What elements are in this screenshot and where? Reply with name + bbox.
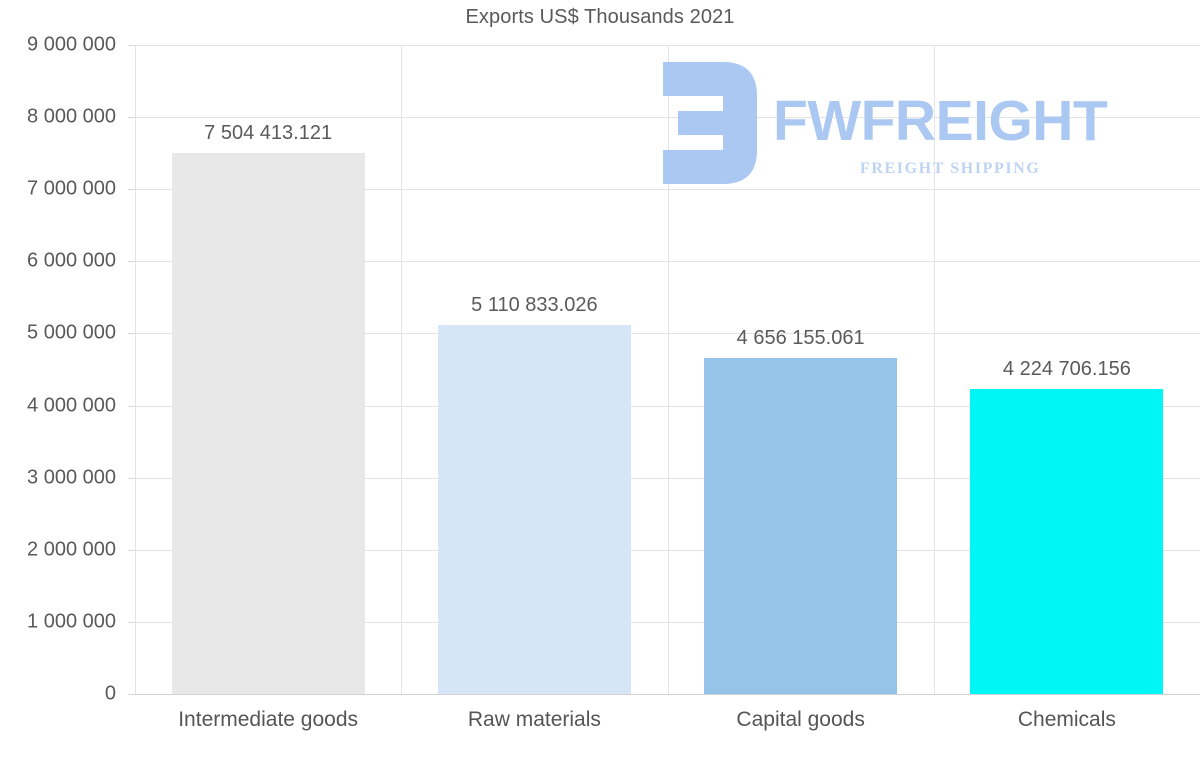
y-axis-tick-label: 7 000 000: [27, 177, 116, 200]
gridline-horizontal: [135, 405, 1200, 407]
y-axis-tick-mark: [128, 477, 135, 479]
gridline-horizontal: [135, 477, 1200, 479]
y-axis-tick-mark: [128, 694, 135, 695]
y-axis-tick-mark: [128, 261, 135, 263]
bar[interactable]: [171, 152, 365, 694]
y-axis-tick-label: 2 000 000: [27, 538, 116, 561]
x-axis-tick-label: Chemicals: [1017, 708, 1116, 731]
y-axis-tick-label: 0: [104, 682, 116, 705]
y-axis-tick-mark: [128, 333, 135, 335]
x-axis-tick-label: Capital goods: [736, 708, 865, 731]
y-axis-tick-label: 8 000 000: [27, 105, 116, 128]
y-axis-tick-label: 5 000 000: [27, 321, 116, 344]
gridline-vertical: [135, 45, 136, 694]
gridline-vertical: [401, 45, 402, 694]
y-axis-tick-label: 4 000 000: [27, 394, 116, 417]
bar-value-label: 5 110 833.026: [471, 294, 598, 317]
bar-value-label: 4 224 706.156: [1002, 358, 1131, 381]
gridline-horizontal: [135, 549, 1200, 551]
gridline-vertical: [934, 45, 935, 694]
y-axis-tick-mark: [128, 405, 135, 407]
chart-title: Exports US$ Thousands 2021: [465, 6, 735, 28]
x-axis-tick-label: Raw materials: [467, 708, 601, 731]
gridline-horizontal: [135, 189, 1200, 191]
bar[interactable]: [437, 325, 631, 694]
gridline-horizontal: [135, 45, 1200, 46]
y-axis-tick-label: 6 000 000: [27, 249, 116, 272]
bar[interactable]: [704, 358, 898, 694]
y-axis-tick-mark: [128, 117, 135, 119]
bar-group[interactable]: 7 504 413.121: [171, 45, 365, 694]
plot-area: [135, 45, 1200, 695]
y-axis-tick-label: 9 000 000: [27, 33, 116, 56]
bar[interactable]: [970, 389, 1164, 694]
x-axis: Intermediate goods Raw materials Capital g…: [135, 700, 1200, 750]
bar-series: 7 504 413.121 5 110 833.026 4 656 155.061 4…: [135, 45, 1200, 694]
gridline-horizontal: [135, 621, 1200, 623]
bar-group[interactable]: 4 224 706.156: [970, 45, 1164, 694]
gridline-horizontal: [135, 694, 1200, 695]
y-axis-tick-mark: [128, 621, 135, 623]
y-axis-tick-mark: [128, 189, 135, 191]
y-axis: 0 1 000 000 2 000 000 3 000 000 4 000 000 5 0…: [0, 0, 135, 763]
gridline-vertical: [668, 45, 669, 694]
y-axis-tick-mark: [128, 45, 135, 46]
bar-group[interactable]: 5 110 833.026: [437, 45, 631, 694]
gridline-horizontal: [135, 261, 1200, 263]
bar-group[interactable]: 4 656 155.061: [704, 45, 898, 694]
bar-value-label: 4 656 155.061: [736, 327, 865, 350]
gridline-horizontal: [135, 333, 1200, 335]
y-axis-tick-mark: [128, 549, 135, 551]
y-axis-tick-label: 1 000 000: [27, 610, 116, 633]
bar-value-label: 7 504 413.121: [204, 121, 333, 144]
x-axis-tick-label: Intermediate goods: [178, 708, 359, 731]
y-axis-tick-label: 3 000 000: [27, 466, 116, 489]
